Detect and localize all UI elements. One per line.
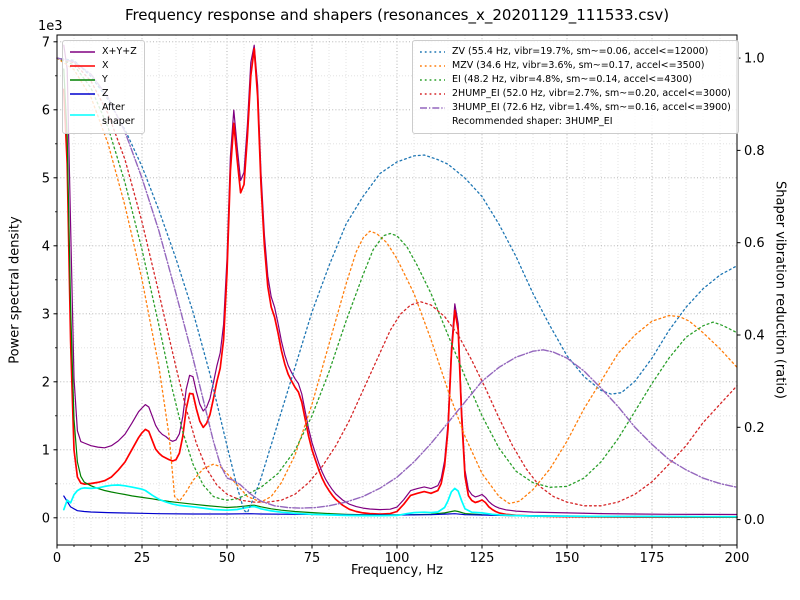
legend-item: Y xyxy=(69,73,137,87)
x-tick-label: 175 xyxy=(640,551,665,566)
y-tick-label-right: 1.0 xyxy=(744,52,765,67)
x-axis-ticks: 0 25 50 75 100 125 150 175 200 xyxy=(53,545,750,566)
legend-item-label: EI (48.2 Hz, vibr=4.8%, sm~=0.14, accel<… xyxy=(452,74,693,85)
x-tick-label: 25 xyxy=(134,551,151,566)
legend-line-sample xyxy=(420,93,445,95)
y-tick-label-right: 0.8 xyxy=(744,144,765,159)
recommended-shaper-text: Recommended shaper: 3HUMP_EI xyxy=(452,116,613,127)
x-tick-label: 150 xyxy=(555,551,580,566)
legend-line-sample xyxy=(420,51,445,53)
legend-item: X xyxy=(69,59,137,73)
y-tick-label-right: 0.6 xyxy=(744,236,765,251)
y-axis-label-left: Power spectral density xyxy=(7,216,23,364)
series-z xyxy=(63,495,738,518)
legend-note-spacer xyxy=(419,117,446,127)
x-tick-label: 50 xyxy=(219,551,236,566)
recommended-shaper-note: Recommended shaper: 3HUMP_EI xyxy=(419,115,731,129)
series-3hump-ei xyxy=(56,57,738,509)
y-axis-right-ticks: 0.0 0.2 0.4 0.6 0.8 1.0 xyxy=(737,52,765,528)
y-tick-label-left: 2 xyxy=(42,375,50,390)
series-x-y-z xyxy=(63,44,738,516)
y-axis-label-right: Shaper vibration reduction (ratio) xyxy=(772,181,788,399)
y-tick-label-left: 3 xyxy=(42,307,50,322)
legend-item-label: Z xyxy=(102,88,109,99)
legend-item: 2HUMP_EI (52.0 Hz, vibr=2.7%, sm~=0.20, … xyxy=(419,87,731,101)
legend-item-label: X xyxy=(102,60,109,71)
y-tick-label-right: 0.0 xyxy=(744,513,765,528)
legend-item-label: 2HUMP_EI (52.0 Hz, vibr=2.7%, sm~=0.20, … xyxy=(452,88,731,99)
legend-item-label: MZV (34.6 Hz, vibr=3.6%, sm~=0.17, accel… xyxy=(452,60,705,71)
series-2hump-ei xyxy=(56,57,738,507)
legend-item: After shaper xyxy=(69,101,137,129)
legend-item-label: After shaper xyxy=(102,102,135,127)
y-tick-label-left: 6 xyxy=(42,103,50,118)
legend-line-sample xyxy=(70,93,95,95)
legend-line-sample xyxy=(70,79,95,81)
chart-title: Frequency response and shapers (resonanc… xyxy=(124,6,670,24)
legend-item-label: Y xyxy=(102,74,108,85)
legend-item: MZV (34.6 Hz, vibr=3.6%, sm~=0.17, accel… xyxy=(419,59,731,73)
legend-line-sample xyxy=(70,65,95,67)
legend-item: EI (48.2 Hz, vibr=4.8%, sm~=0.14, accel<… xyxy=(419,73,731,87)
series-ei xyxy=(56,57,738,501)
x-tick-label: 200 xyxy=(725,551,750,566)
x-tick-label: 0 xyxy=(53,551,61,566)
legend-item: X+Y+Z xyxy=(69,45,137,59)
legend-item: Z xyxy=(69,87,137,101)
legend-item: ZV (55.4 Hz, vibr=19.7%, sm~=0.06, accel… xyxy=(419,45,731,59)
y-axis-left-ticks: 0 1 2 3 4 5 6 7 xyxy=(42,35,57,526)
y-tick-label-left: 7 xyxy=(42,35,50,50)
series-mzv xyxy=(56,57,738,505)
legend-shapers: ZV (55.4 Hz, vibr=19.7%, sm~=0.06, accel… xyxy=(412,40,739,134)
legend-item-label: ZV (55.4 Hz, vibr=19.7%, sm~=0.06, accel… xyxy=(452,46,709,57)
legend-line-sample xyxy=(70,51,95,53)
legend-item-label: X+Y+Z xyxy=(102,46,137,57)
legend-line-sample xyxy=(70,114,95,116)
y-axis-offset-text: 1e3 xyxy=(38,19,63,34)
legend-line-sample xyxy=(420,79,445,81)
legend-line-sample xyxy=(420,65,445,67)
series xyxy=(56,44,738,518)
series-after-shaper xyxy=(62,484,738,518)
legend-line-sample xyxy=(420,107,445,109)
x-tick-label: 100 xyxy=(385,551,410,566)
y-tick-label-left: 4 xyxy=(42,239,50,254)
y-tick-label-left: 1 xyxy=(42,443,50,458)
y-tick-label-right: 0.2 xyxy=(744,421,765,436)
legend-item: 3HUMP_EI (72.6 Hz, vibr=1.4%, sm~=0.16, … xyxy=(419,101,731,115)
x-axis-label: Frequency, Hz xyxy=(350,563,444,578)
y-tick-label-left: 5 xyxy=(42,171,50,186)
y-tick-label-right: 0.4 xyxy=(744,329,765,344)
legend-item-label: 3HUMP_EI (72.6 Hz, vibr=1.4%, sm~=0.16, … xyxy=(452,102,731,113)
y-tick-label-left: 0 xyxy=(42,511,50,526)
legend-psd: X+Y+Z X Y Z After shaper xyxy=(62,40,145,134)
series-zv xyxy=(56,57,738,514)
x-tick-label: 125 xyxy=(470,551,495,566)
x-tick-label: 75 xyxy=(304,551,321,566)
series-x xyxy=(62,47,738,518)
